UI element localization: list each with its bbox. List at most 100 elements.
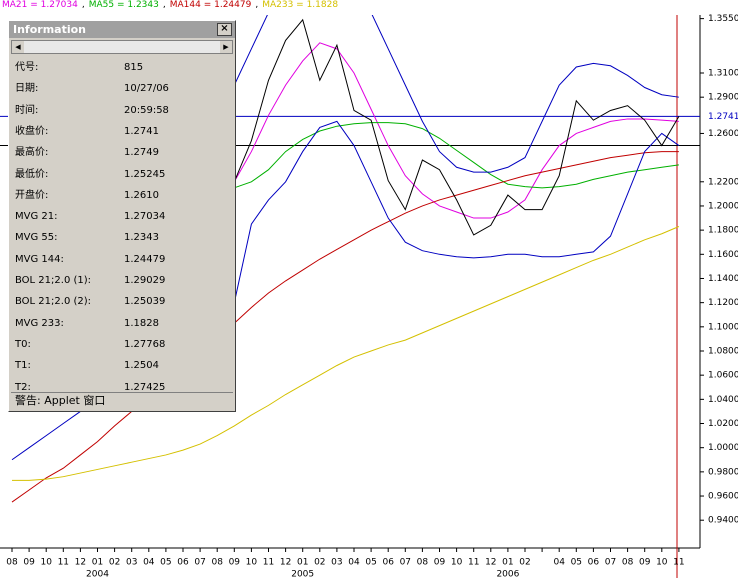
y-tick-label: 1.1200 [708, 298, 738, 308]
scroll-left[interactable]: ◀ [12, 41, 24, 53]
row-value: 1.2749 [124, 147, 159, 159]
x-tick-label: 02 [109, 558, 120, 568]
row-value: 1.2741 [124, 125, 159, 137]
x-tick-label: 07 [605, 558, 616, 568]
row-label: T0: [15, 338, 31, 350]
legend-entry: MA144 = 1.24479 [169, 0, 252, 10]
x-tick-label: 09 [639, 558, 651, 568]
year-label: 2006 [496, 570, 519, 578]
y-tick-label: 1.0200 [708, 419, 738, 429]
x-tick-label: 12 [280, 558, 291, 568]
row-label: 最高价: [15, 147, 49, 159]
legend-separator: , [162, 0, 166, 10]
row-label: T2: [15, 381, 31, 393]
row-label: BOL 21;2.0 (2): [15, 296, 92, 308]
window-title: Information × [9, 21, 235, 38]
window-footer: 警告: Applet 窗口 [11, 392, 233, 409]
row-value: 10/27/06 [124, 83, 169, 95]
x-tick-label: 01 [297, 558, 308, 568]
scroll-right[interactable]: ▶ [220, 41, 232, 53]
x-tick-label: 10 [656, 558, 668, 568]
x-tick-label: 08 [6, 558, 18, 568]
y-tick-label: 0.9400 [708, 516, 738, 526]
row-label: BOL 21;2.0 (1): [15, 275, 92, 286]
y-tick-label: 1.3550 [708, 14, 738, 24]
row-label: MVG 21: [15, 211, 58, 223]
x-tick-label: 08 [622, 558, 634, 568]
y-tick-label: 1.0400 [708, 395, 738, 405]
x-tick-label: 04 [143, 558, 155, 568]
row-value: 1.24479 [124, 253, 166, 265]
x-tick-label: 09 [434, 558, 446, 568]
x-tick-label: 06 [177, 558, 189, 568]
x-tick-label: 09 [23, 558, 35, 568]
row-value: 1.25245 [124, 168, 166, 180]
last-price-label: 1.2741 [708, 112, 738, 122]
row-label: 收盘价: [15, 125, 49, 137]
row-value: 815 [124, 62, 144, 73]
row-label: T1: [15, 360, 31, 372]
y-tick-label: 0.9600 [708, 492, 738, 502]
x-tick-label: 01 [502, 558, 513, 568]
row-label: MVG 144: [15, 253, 64, 265]
x-tick-label: 02 [314, 558, 325, 568]
x-tick-label: 05 [571, 558, 582, 568]
series-line [11, 151, 679, 503]
row-label: 开盘价: [15, 189, 49, 201]
x-tick-label: 03 [331, 558, 342, 568]
row-label: MVG 233: [15, 317, 64, 329]
y-tick-label: 1.0000 [708, 443, 738, 453]
y-tick-label: 1.1800 [708, 226, 738, 236]
y-tick-label: 0.9800 [708, 467, 738, 477]
x-tick-label: 04 [553, 558, 565, 568]
legend-entry: MA21 = 1.27034 [2, 0, 78, 10]
y-tick-label: 1.2000 [708, 201, 738, 211]
x-tick-label: 07 [194, 558, 205, 568]
year-label: 2004 [86, 570, 109, 578]
info-window[interactable]: Information × ◀ ▶ 代号: 815 日期: 10/27/06 时间: 20:5… [8, 20, 236, 412]
x-tick-label: 07 [400, 558, 411, 568]
x-tick-label: 08 [417, 558, 429, 568]
x-tick-label: 09 [229, 558, 241, 568]
x-tick-label: 10 [451, 558, 463, 568]
y-tick-label: 1.3100 [708, 69, 738, 79]
row-value: 20:59:58 [124, 104, 169, 116]
x-tick-label: 10 [40, 558, 52, 568]
row-label: 最低价: [15, 168, 49, 180]
row-label: 时间: [15, 104, 39, 116]
x-tick-label: 06 [382, 558, 394, 568]
row-value: 1.1828 [124, 317, 159, 329]
x-tick-label: 04 [348, 558, 360, 568]
x-tick-label: 08 [211, 558, 223, 568]
row-value: 1.29029 [124, 275, 166, 286]
y-tick-label: 1.0600 [708, 371, 738, 381]
legend-entry: MA55 = 1.2343 [88, 0, 159, 10]
row-label: MVG 55: [15, 232, 58, 244]
close-button[interactable]: × [217, 23, 232, 36]
row-value: 1.27768 [124, 338, 166, 350]
x-tick-label: 05 [365, 558, 376, 568]
x-tick-label: 11 [58, 558, 69, 568]
x-tick-label: 05 [160, 558, 171, 568]
series-line [12, 226, 680, 481]
y-tick-label: 1.2200 [708, 177, 738, 187]
title-text: Information [13, 23, 86, 36]
x-tick-label: 03 [126, 558, 137, 568]
row-label: 代号: [15, 62, 39, 73]
row-value: 1.27034 [124, 211, 166, 223]
x-tick-label: 12 [75, 558, 86, 568]
x-tick-label: 06 [588, 558, 600, 568]
row-value: 1.25039 [124, 296, 166, 308]
legend-separator: , [81, 0, 85, 10]
y-tick-label: 1.1600 [708, 250, 738, 260]
y-tick-label: 1.2600 [708, 129, 738, 139]
row-label: 日期: [15, 83, 39, 95]
scrollbar[interactable]: ◀ ▶ [11, 40, 233, 54]
legend-separator: , [255, 0, 259, 10]
legend: MA21 = 1.27034, MA55 = 1.2343, MA144 = 1.2… [2, 0, 338, 10]
legend-entry: MA233 = 1.1828 [262, 0, 339, 10]
row-value: 1.2610 [124, 189, 159, 201]
x-tick-label: 01 [92, 558, 103, 568]
x-tick-label: 12 [485, 558, 496, 568]
